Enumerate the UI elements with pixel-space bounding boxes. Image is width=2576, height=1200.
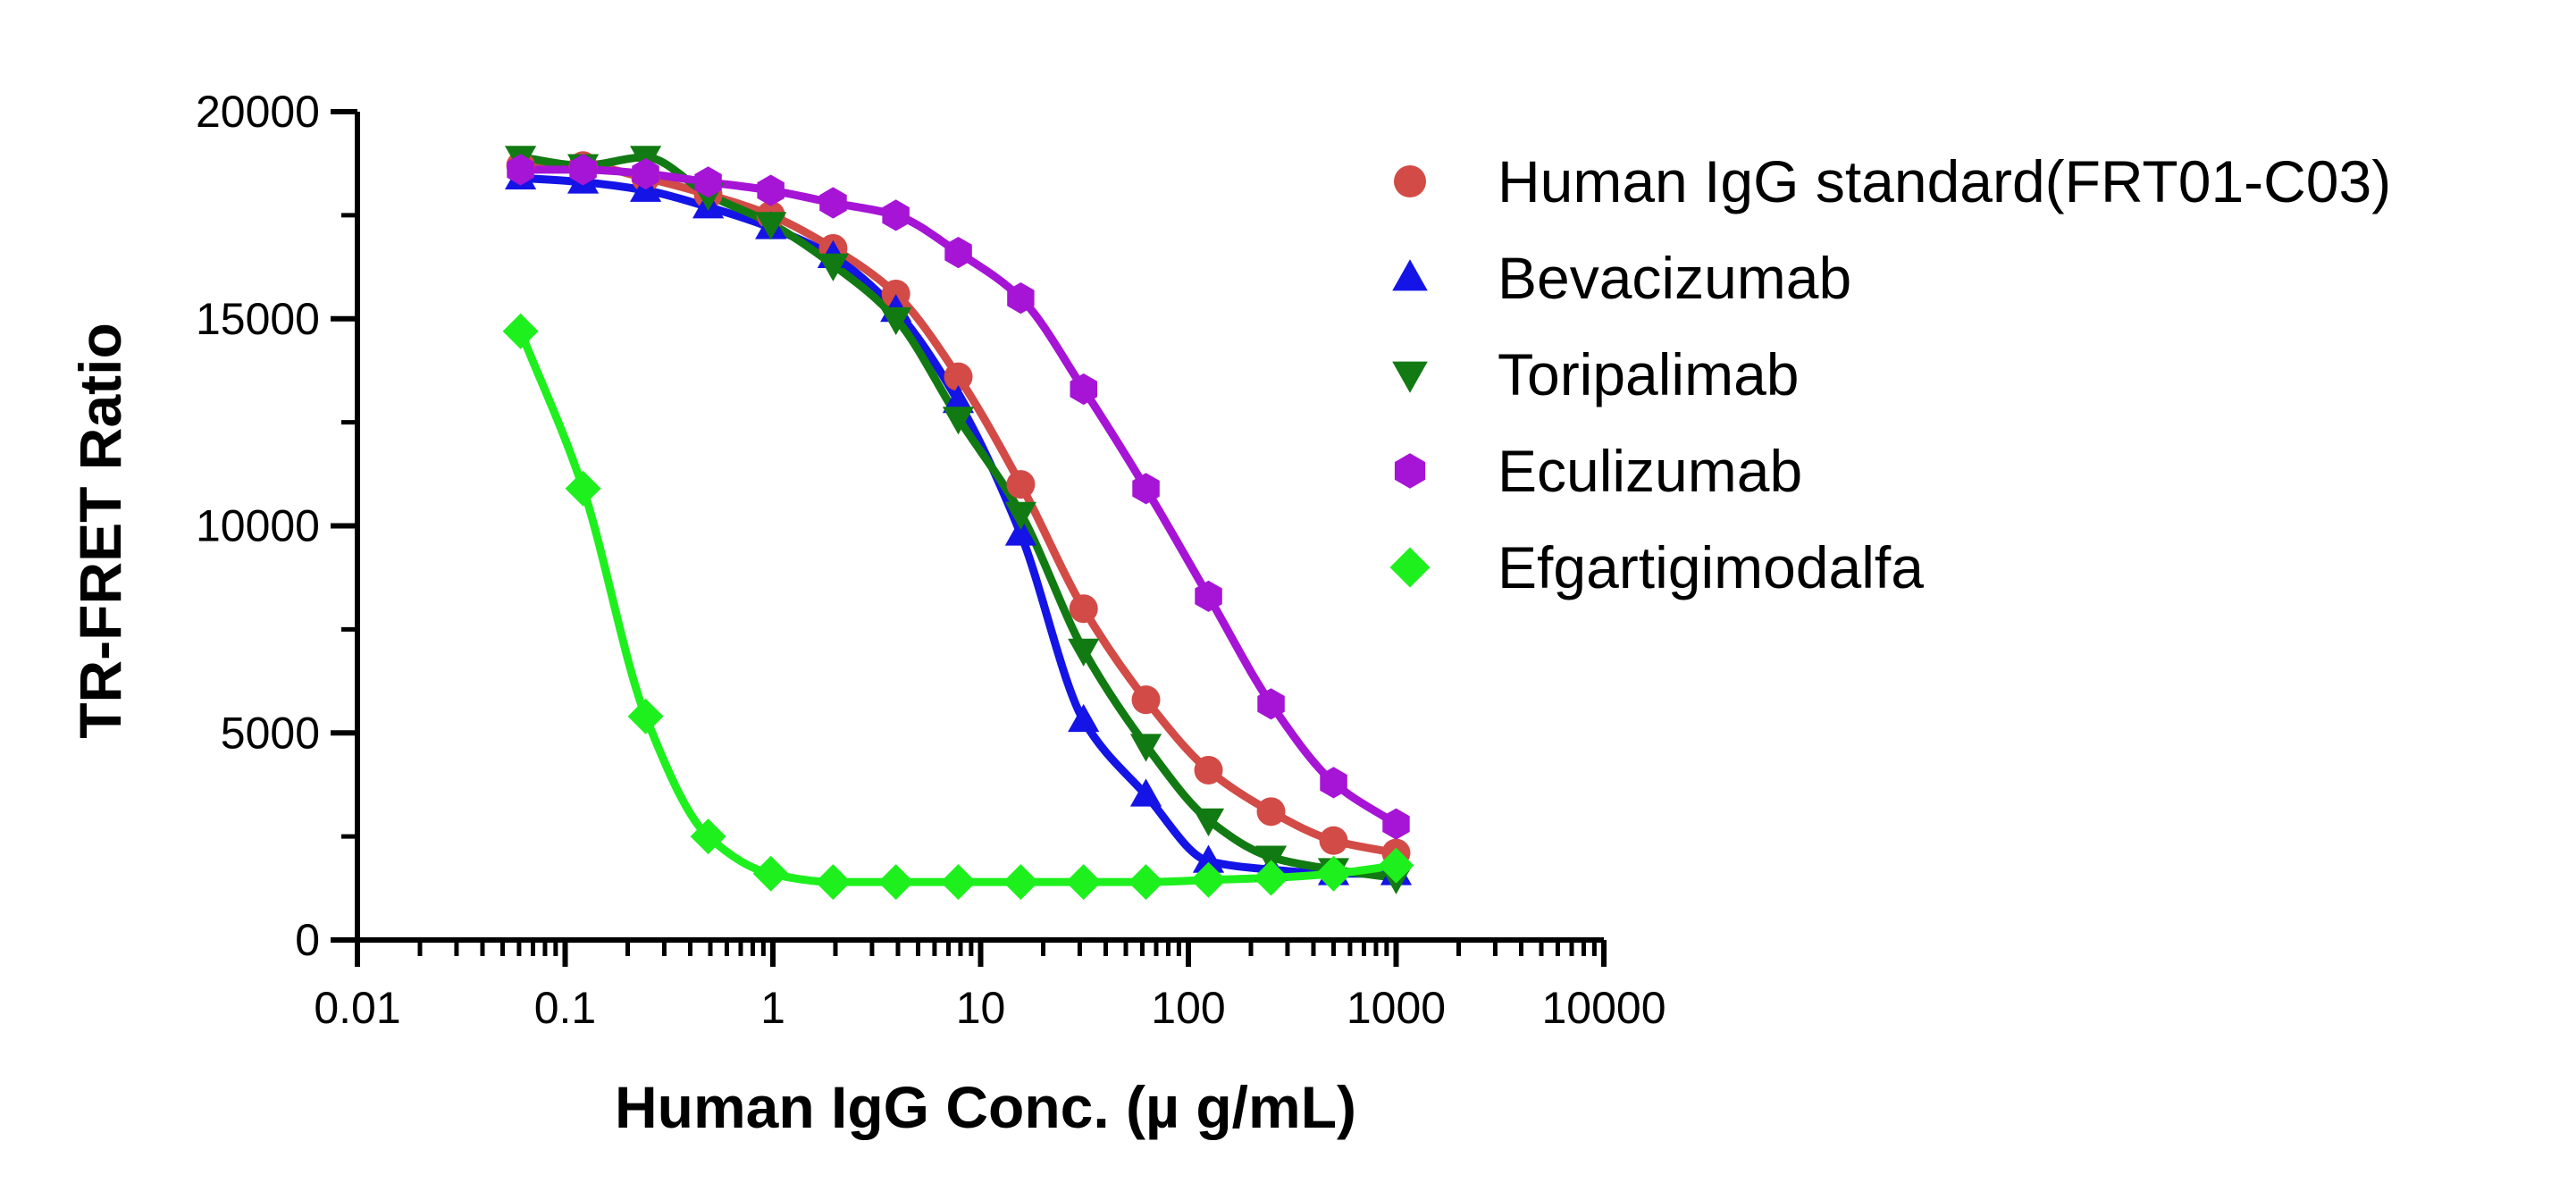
y-axis-title: TR-FRET Ratio [67, 323, 133, 739]
legend-marker [1392, 259, 1428, 291]
legend-label: Toripalimab [1498, 341, 1799, 407]
data-point [690, 818, 726, 855]
data-point [1004, 517, 1036, 546]
data-point [1068, 703, 1100, 733]
y-tick-label: 15000 [196, 294, 320, 344]
x-tick-label: 0.01 [314, 983, 400, 1033]
x-axis-title: Human IgG Conc. (µ g/mL) [615, 1074, 1356, 1140]
legend-label: Eculizumab [1498, 438, 1802, 504]
data-point [755, 212, 787, 240]
data-point [817, 253, 849, 281]
fitted-curve [516, 161, 1400, 858]
data-point [1132, 473, 1160, 505]
legend-marker [1394, 165, 1426, 197]
fitted-curve [516, 165, 1400, 828]
data-point [1128, 864, 1164, 901]
data-point [1253, 860, 1289, 896]
legend-marker [1389, 547, 1431, 588]
data-point [819, 187, 847, 219]
data-point [1194, 755, 1223, 785]
legend-marker [1392, 361, 1428, 393]
legend: Human IgG standard(FRT01-C03) Bevacizumab… [1389, 148, 2391, 600]
y-tick-label: 5000 [221, 708, 320, 758]
x-tick-label: 1 [760, 983, 785, 1033]
data-point [752, 855, 789, 892]
data-point [880, 306, 912, 336]
y-tick-label: 0 [295, 915, 320, 965]
data-point [944, 362, 973, 391]
x-tick-label: 10000 [1541, 983, 1666, 1033]
data-point [944, 237, 972, 269]
data-point [881, 279, 910, 308]
data-point [1195, 580, 1222, 612]
data-point [1254, 845, 1288, 874]
data-point [1070, 373, 1097, 406]
data-point [1315, 855, 1352, 892]
data-point [1378, 847, 1414, 884]
data-point [1192, 844, 1225, 873]
fitted-curve [516, 173, 1400, 878]
data-point [940, 864, 977, 901]
data-point [1319, 826, 1348, 855]
legend-label: Efgartigimodalfa [1498, 534, 1924, 600]
axis-ticks: 0 5000 10000 15000 20000 0.01 0.1 1 10 100 1000 100… [196, 87, 1666, 1033]
data-point [1129, 778, 1162, 807]
data-point [569, 154, 597, 186]
y-tick-label: 20000 [196, 87, 320, 137]
data-point [694, 166, 722, 198]
x-tick-label: 0.1 [534, 983, 597, 1033]
data-point [942, 407, 975, 435]
data-point [942, 385, 975, 414]
data-point [565, 470, 601, 507]
data-point [1131, 685, 1161, 715]
data-point [1068, 638, 1100, 667]
legend-label: Human IgG standard(FRT01-C03) [1498, 148, 2391, 214]
data-point [1190, 861, 1227, 898]
x-tick-label: 100 [1151, 983, 1225, 1033]
data-point [1006, 470, 1036, 499]
data-point [1382, 808, 1410, 840]
data-point [1003, 864, 1039, 901]
data-point [1069, 594, 1098, 624]
legend-label: Bevacizumab [1498, 245, 1851, 311]
data-point [1007, 282, 1035, 315]
data-point [1257, 688, 1285, 720]
legend-marker [1394, 453, 1426, 489]
data-point [1320, 767, 1347, 799]
data-point [877, 864, 914, 901]
data-point [882, 199, 910, 231]
data-point [757, 174, 785, 206]
data-point [1065, 864, 1102, 901]
data-point [502, 313, 539, 349]
data-point [1004, 501, 1036, 530]
data-point [815, 864, 852, 901]
axes [355, 112, 1604, 943]
data-point [1256, 797, 1286, 827]
data-point [1192, 808, 1225, 836]
data-point [507, 154, 534, 186]
data-point [1129, 734, 1162, 762]
x-tick-label: 1000 [1347, 983, 1446, 1033]
x-tick-label: 10 [956, 983, 1006, 1033]
data-point [627, 698, 664, 734]
y-tick-label: 10000 [196, 501, 320, 551]
data-point [632, 157, 659, 190]
data-markers [502, 146, 1414, 901]
